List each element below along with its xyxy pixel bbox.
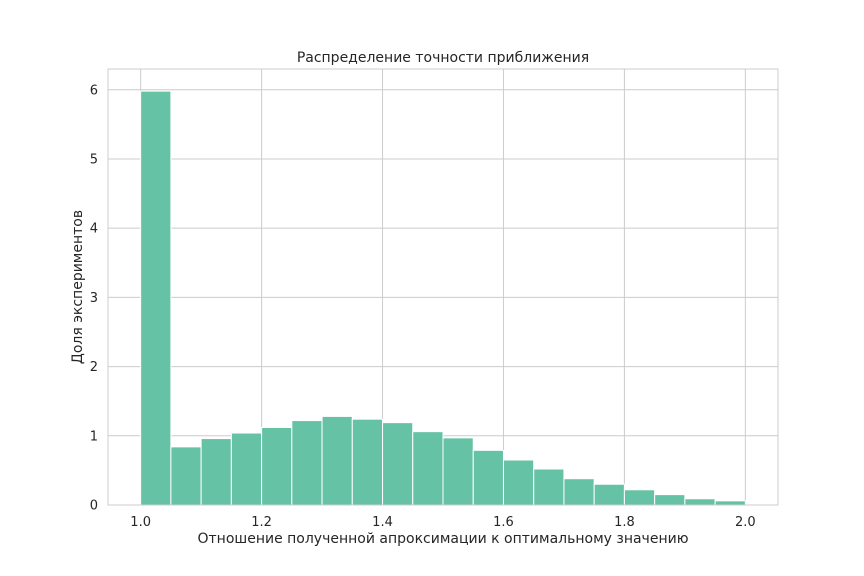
- chart-title: Распределение точности приближения: [297, 50, 589, 66]
- grid-lines: [108, 69, 778, 506]
- histogram-bar: [140, 90, 172, 506]
- x-axis-label: Отношение полученной апроксимации к опти…: [198, 531, 689, 547]
- histogram-bar: [230, 432, 263, 506]
- histogram-bar: [654, 494, 686, 506]
- histogram-bars: [140, 90, 746, 506]
- y-tick-label: 2: [90, 360, 98, 375]
- histogram-bar: [382, 422, 414, 506]
- histogram-bar: [593, 483, 625, 506]
- histogram-bar: [442, 437, 474, 506]
- y-tick-label: 6: [90, 83, 98, 98]
- histogram-bar: [533, 468, 565, 506]
- x-tick-label: 2.0: [735, 515, 756, 530]
- x-tick-labels: 1.0 1.2 1.4 1.6 1.8 2.0: [130, 515, 755, 530]
- x-tick-label: 1.2: [251, 515, 272, 530]
- y-tick-label: 5: [90, 152, 98, 167]
- histogram-bar: [472, 449, 504, 506]
- histogram-bar: [321, 415, 353, 506]
- histogram-bar: [563, 478, 595, 506]
- y-tick-label: 0: [90, 499, 98, 514]
- plot-frame: [107, 68, 779, 506]
- histogram-bar: [291, 420, 323, 506]
- histogram-bar: [502, 459, 535, 506]
- y-tick-label: 1: [90, 429, 98, 444]
- histogram-bar: [170, 446, 202, 506]
- y-axis-label: Доля экспериментов: [70, 210, 86, 364]
- histogram-bar: [623, 489, 656, 506]
- histogram-bar: [200, 438, 232, 506]
- histogram-bar: [412, 431, 444, 506]
- histogram-bar: [351, 418, 384, 506]
- histogram-bar: [714, 500, 746, 506]
- histogram-bar: [684, 498, 716, 506]
- y-tick-label: 3: [90, 291, 98, 306]
- y-tick-label: 4: [90, 222, 98, 237]
- x-tick-label: 1.0: [130, 515, 151, 530]
- x-tick-label: 1.8: [614, 515, 635, 530]
- histogram-bar: [261, 426, 293, 506]
- x-tick-label: 1.6: [493, 515, 514, 530]
- y-tick-labels: 0 1 2 3 4 5 6: [90, 83, 98, 513]
- x-tick-label: 1.4: [372, 515, 393, 530]
